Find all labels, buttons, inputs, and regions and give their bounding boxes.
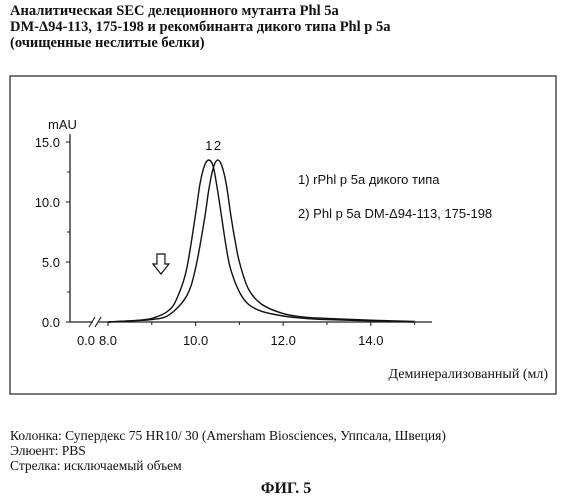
x-tick-label: 0.0 — [77, 333, 95, 348]
x-tick-label: 10.0 — [183, 333, 208, 348]
legend-entry-2: 2) Phl p 5a DM-Δ94-113, 175-198 — [298, 206, 492, 221]
eluent-note: Элюент: PBS — [10, 443, 570, 458]
column-note: Колонка: Супердекс 75 HR10/ 30 (Amersham… — [10, 428, 570, 443]
figure-label: ФИГ. 5 — [0, 480, 572, 498]
y-tick-label: 10.0 — [35, 195, 60, 210]
y-tick-label: 5.0 — [42, 255, 60, 270]
x-tick-label: 14.0 — [358, 333, 383, 348]
x-axis-label: Деминерализованный (мл) — [389, 367, 549, 382]
chart-labels: mAU Деминерализованный (мл) 1 1) rPhl p 5a … — [48, 117, 548, 382]
y-tick-label: 0.0 — [42, 315, 60, 330]
arrow-note: Стрелка: исключаемый объем — [10, 458, 570, 473]
axes — [70, 134, 432, 327]
chromatogram-chart: 0.0 5.0 10.0 15.0 0.0 8.0 10.0 12.0 14.0 mAU Деми… — [0, 0, 572, 420]
void-volume-arrow-icon — [153, 254, 169, 274]
x-tick-label: 8.0 — [99, 333, 117, 348]
x-tick-label: 12.0 — [271, 333, 296, 348]
y-axis-label: mAU — [48, 117, 77, 132]
legend-entry-1: 1) rPhl p 5a дикого типа — [298, 172, 440, 187]
y-tick-label: 15.0 — [35, 135, 60, 150]
peak-label-2: 2 — [214, 138, 221, 153]
footer-notes: Колонка: Супердекс 75 HR10/ 30 (Amersham… — [10, 428, 570, 473]
peak-label-1: 1 — [205, 138, 212, 153]
